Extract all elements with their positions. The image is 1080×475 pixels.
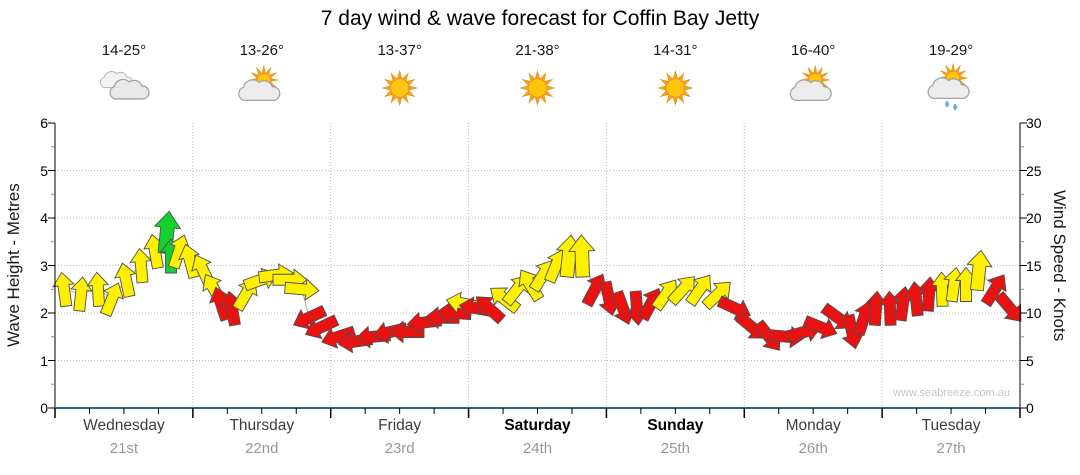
x-axis-date-label: 24th bbox=[522, 440, 553, 457]
right-axis-tick-label: 15 bbox=[1026, 257, 1042, 274]
sunny-icon bbox=[519, 69, 556, 107]
partly-cloudy-icon bbox=[238, 65, 281, 102]
wind-arrow bbox=[685, 274, 712, 307]
x-axis-day-label: Friday bbox=[378, 417, 422, 434]
temperature-range: 14-25° bbox=[101, 42, 147, 59]
temperature-range: 16-40° bbox=[791, 42, 836, 59]
x-axis-day-label: Thursday bbox=[229, 417, 295, 434]
x-axis-day-label: Monday bbox=[785, 417, 841, 434]
temperature-range: 13-26° bbox=[239, 42, 284, 59]
wind-arrow bbox=[114, 262, 137, 299]
temperature-range: 14-31° bbox=[653, 42, 698, 59]
x-axis-date-label: 25th bbox=[660, 440, 690, 457]
wind-arrow bbox=[966, 249, 993, 292]
left-axis-tick-label: 0 bbox=[40, 400, 48, 416]
left-axis-tick-label: 6 bbox=[40, 115, 48, 131]
wind-arrow bbox=[980, 274, 1007, 308]
cloud-shape bbox=[109, 78, 150, 100]
right-axis-tick-label: 30 bbox=[1026, 115, 1042, 131]
x-axis-day-label: Wednesday bbox=[83, 417, 165, 434]
right-axis-tick-label: 10 bbox=[1026, 305, 1042, 321]
right-axis-title: Wind Speed - Knots bbox=[1050, 189, 1069, 342]
x-axis-date-label: 26th bbox=[798, 440, 828, 457]
temperature-range: 21-38° bbox=[515, 42, 560, 59]
left-axis-tick-label: 3 bbox=[40, 257, 48, 274]
wind-arrow bbox=[69, 276, 93, 312]
sun-core bbox=[527, 77, 548, 99]
wind-arrow bbox=[321, 325, 357, 349]
left-axis-tick-label: 1 bbox=[40, 352, 48, 369]
x-axis-day-label: Saturday bbox=[504, 417, 571, 434]
wind-arrow bbox=[86, 271, 110, 308]
wind-arrow bbox=[52, 271, 75, 308]
wind-arrow bbox=[129, 247, 153, 284]
right-axis-tick-label: 25 bbox=[1026, 162, 1042, 179]
wind-arrow bbox=[99, 282, 124, 318]
left-axis-tick-label: 2 bbox=[40, 305, 48, 321]
x-axis-day-label: Tuesday bbox=[921, 417, 981, 434]
cloudy-icon bbox=[100, 71, 150, 100]
cloud-shape bbox=[238, 79, 281, 102]
cloud-shape bbox=[789, 79, 832, 102]
cloud-shape bbox=[927, 77, 970, 100]
page-title: 7 day wind & wave forecast for Coffin Ba… bbox=[320, 7, 760, 30]
wind-arrow bbox=[304, 314, 340, 340]
wind-arrow bbox=[153, 210, 182, 255]
temperature-range: 13-37° bbox=[377, 42, 422, 59]
partly-cloudy-icon bbox=[789, 65, 832, 102]
right-axis-tick-label: 0 bbox=[1026, 400, 1034, 416]
sun-core bbox=[665, 77, 686, 99]
wind-arrow bbox=[284, 278, 320, 301]
x-axis-date-label: 27th bbox=[936, 440, 966, 457]
partly-cloudy-rain-icon bbox=[927, 63, 970, 111]
x-axis-date-label: 23rd bbox=[384, 440, 415, 457]
sunny-icon bbox=[657, 69, 694, 107]
right-axis-tick-label: 20 bbox=[1026, 210, 1042, 226]
x-axis-day-label: Sunday bbox=[647, 417, 704, 434]
left-axis-tick-label: 4 bbox=[40, 210, 48, 226]
wind-arrow bbox=[802, 315, 838, 340]
wind-arrow bbox=[701, 281, 731, 311]
sun-core bbox=[389, 77, 410, 99]
rain-drop bbox=[945, 100, 949, 108]
wind-arrow bbox=[567, 234, 596, 278]
watermark: www.seabreeze.com.au bbox=[893, 387, 1010, 399]
right-axis-tick-label: 5 bbox=[1026, 352, 1034, 369]
rain-drop bbox=[953, 103, 957, 111]
sunny-icon bbox=[381, 69, 418, 107]
temperature-range: 19-29° bbox=[928, 42, 974, 59]
x-axis-date-label: 21st bbox=[109, 440, 139, 457]
x-axis-date-label: 22nd bbox=[245, 440, 279, 457]
left-axis-tick-label: 5 bbox=[40, 162, 48, 179]
